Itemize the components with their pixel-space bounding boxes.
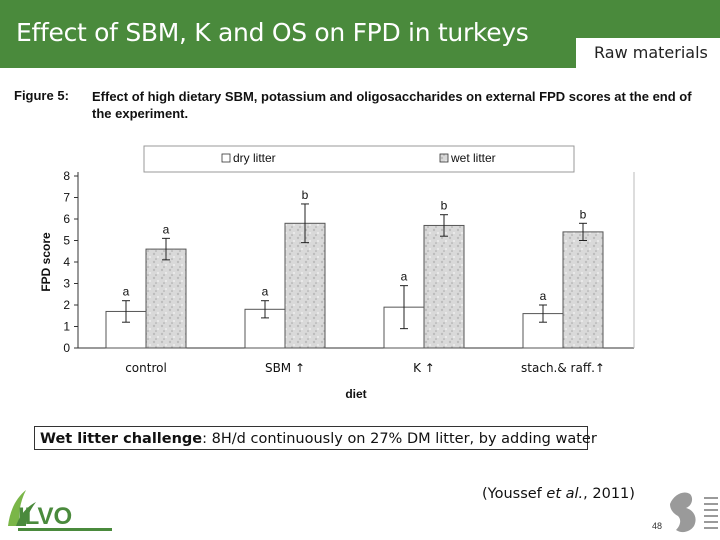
figure-caption: Effect of high dietary SBM, potassium an… bbox=[92, 89, 692, 121]
citation-post: , 2011) bbox=[583, 486, 635, 502]
challenge-note-bold: Wet litter challenge bbox=[40, 431, 203, 447]
legend-label: wet litter bbox=[450, 151, 496, 165]
significance-label: a bbox=[540, 289, 547, 303]
ilvo-logo: ILVO bbox=[8, 490, 112, 531]
significance-label: b bbox=[302, 188, 309, 202]
bar-wet bbox=[423, 224, 465, 349]
x-tick-label: K ↑ bbox=[413, 361, 435, 375]
crest-icon bbox=[670, 492, 718, 533]
bar-wet bbox=[562, 231, 604, 349]
section-tag: Raw materials bbox=[576, 38, 720, 68]
y-axis-label: FPD score bbox=[39, 232, 53, 292]
ilvo-logo-text: ILVO bbox=[18, 503, 72, 530]
legend-label: dry litter bbox=[233, 151, 276, 165]
fpd-bar-chart: dry litter wet litter 0 1 2 3 4 5 6 7 8 FPD score di… bbox=[39, 145, 635, 401]
header-bar: Effect of SBM, K and OS on FPD in turkey… bbox=[0, 0, 720, 68]
y-tick-label: 0 bbox=[63, 341, 70, 355]
slide-title: Effect of SBM, K and OS on FPD in turkey… bbox=[16, 18, 529, 47]
legend-swatch bbox=[221, 153, 231, 163]
y-tick-label: 8 bbox=[63, 169, 70, 183]
page-number: 48 bbox=[652, 521, 663, 531]
legend-swatch bbox=[439, 153, 449, 163]
legend-box bbox=[143, 145, 575, 173]
challenge-note: Wet litter challenge: 8H/d continuously … bbox=[34, 426, 597, 450]
y-tick-label: 3 bbox=[63, 277, 70, 291]
y-tick-label: 6 bbox=[63, 212, 70, 226]
y-tick-label: 2 bbox=[63, 298, 70, 312]
figure-label: Figure 5: bbox=[14, 88, 69, 103]
citation-pre: (Youssef bbox=[482, 486, 547, 502]
bar-wet bbox=[145, 248, 187, 349]
x-axis-label: diet bbox=[345, 387, 366, 401]
bar-wet bbox=[284, 222, 326, 349]
y-tick-label: 7 bbox=[63, 191, 70, 205]
significance-label: b bbox=[580, 207, 587, 221]
x-tick-label: SBM ↑ bbox=[265, 361, 305, 375]
y-tick-label: 4 bbox=[63, 255, 70, 269]
significance-label: b bbox=[441, 199, 448, 213]
x-tick-label: control bbox=[125, 361, 167, 375]
x-tick-label: stach.& raff.↑ bbox=[521, 361, 605, 375]
significance-label: a bbox=[401, 270, 408, 284]
citation-em: et al. bbox=[546, 486, 584, 502]
significance-label: a bbox=[262, 285, 269, 299]
citation: (Youssef et al., 2011) bbox=[482, 486, 635, 502]
y-tick-label: 5 bbox=[63, 234, 70, 248]
significance-label: a bbox=[163, 222, 170, 236]
y-tick-label: 1 bbox=[63, 320, 70, 334]
significance-label: a bbox=[123, 285, 130, 299]
section-tag-label: Raw materials bbox=[594, 43, 708, 62]
challenge-note-text: : 8H/d continuously on 27% DM litter, by… bbox=[202, 431, 597, 447]
